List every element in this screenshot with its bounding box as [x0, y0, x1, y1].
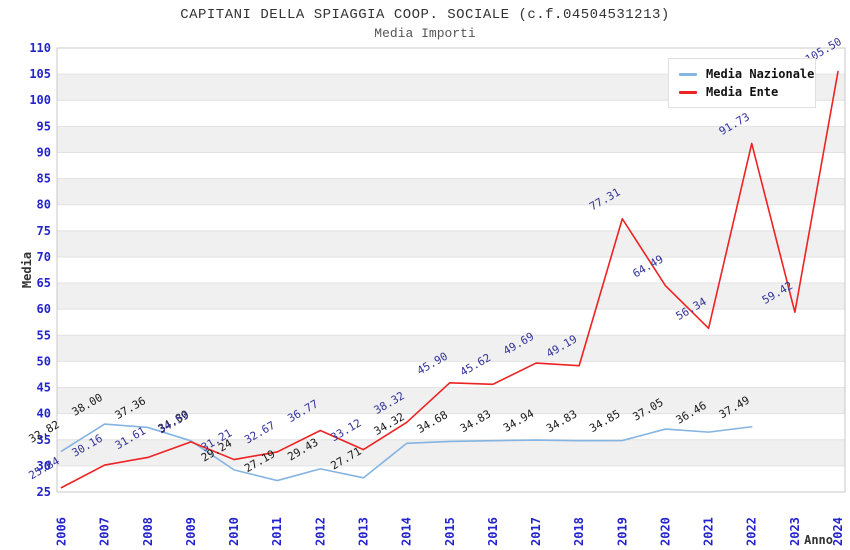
- y-tick-label: 75: [37, 224, 51, 238]
- plot-band: [57, 178, 845, 205]
- y-tick-label: 55: [37, 328, 51, 342]
- series-line-media-ente: [60, 70, 839, 489]
- x-tick-label: 2016: [486, 517, 500, 546]
- x-tick-label: 2009: [184, 517, 198, 546]
- x-tick-label: 2021: [702, 517, 716, 546]
- plot-band: [57, 439, 845, 466]
- legend-item-media-ente: Media Ente: [679, 83, 815, 101]
- x-tick-label: 2017: [529, 517, 543, 546]
- plot-band: [57, 335, 845, 362]
- y-tick-label: 70: [37, 250, 51, 264]
- y-tick-label: 80: [37, 198, 51, 212]
- x-tick-label: 2015: [443, 517, 457, 546]
- y-tick-label: 65: [37, 276, 51, 290]
- y-tick-label: 110: [29, 41, 51, 55]
- chart-legend: Media Nazionale Media Ente: [668, 58, 816, 108]
- plot-band: [57, 283, 845, 310]
- chart-title: CAPITANI DELLA SPIAGGIA COOP. SOCIALE (c…: [180, 7, 670, 23]
- y-tick-label: 30: [37, 459, 51, 473]
- y-axis-title: Media: [20, 252, 34, 288]
- plot-band: [57, 126, 845, 153]
- y-tick-label: 45: [37, 381, 51, 395]
- x-tick-label: 2008: [141, 517, 155, 546]
- x-tick-label: 2019: [615, 517, 629, 546]
- y-tick-label: 95: [37, 119, 51, 133]
- legend-swatch-nazionale-icon: [679, 72, 697, 76]
- x-tick-label: 2013: [356, 517, 370, 546]
- x-axis-title: Anno: [804, 533, 833, 547]
- legend-label-nazionale: Media Nazionale: [706, 67, 815, 81]
- y-tick-label: 35: [37, 433, 51, 447]
- x-tick-label: 2007: [98, 517, 112, 546]
- plot-band: [57, 230, 845, 257]
- legend-label-ente: Media Ente: [706, 85, 779, 99]
- x-tick-label: 2012: [313, 517, 327, 546]
- y-tick-label: 50: [37, 354, 51, 368]
- x-tick-label: 2023: [788, 517, 802, 546]
- y-tick-label: 100: [29, 93, 51, 107]
- plot-band: [57, 387, 845, 414]
- x-tick-label: 2024: [831, 517, 845, 546]
- x-tick-label: 2006: [55, 517, 69, 546]
- chart-subtitle: Media Importi: [374, 26, 476, 41]
- x-tick-label: 2010: [227, 517, 241, 546]
- legend-item-media-nazionale: Media Nazionale: [679, 65, 815, 83]
- y-tick-label: 105: [29, 67, 51, 81]
- y-tick-label: 60: [37, 302, 51, 316]
- legend-swatch-ente-icon: [679, 90, 697, 94]
- x-tick-label: 2018: [572, 517, 586, 546]
- y-tick-label: 85: [37, 172, 51, 186]
- y-tick-label: 40: [37, 407, 51, 421]
- plot-border: [56, 47, 846, 493]
- x-tick-label: 2022: [745, 517, 759, 546]
- y-tick-label: 25: [37, 485, 51, 499]
- y-tick-label: 90: [37, 145, 51, 159]
- series-line-media-nazionale: [60, 423, 753, 482]
- x-tick-label: 2014: [400, 517, 414, 546]
- x-tick-label: 2020: [658, 517, 672, 546]
- x-tick-label: 2011: [270, 517, 284, 546]
